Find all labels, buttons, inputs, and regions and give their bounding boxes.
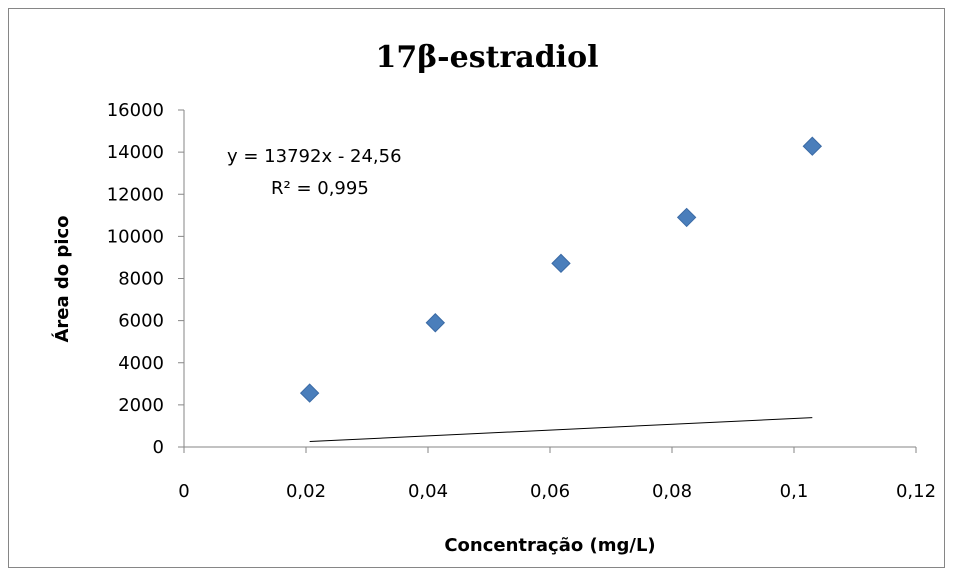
y-tick-label: 2000 (118, 395, 164, 416)
x-axis-title: Concentração (mg/L) (444, 535, 655, 556)
y-axis: 0 2000 4000 6000 8000 10000 12000 14000 16000 (107, 100, 185, 458)
data-point (551, 253, 571, 274)
y-tick-label: 6000 (118, 311, 164, 332)
y-tick-label: 16000 (107, 100, 164, 121)
trendline-equation: y = 13792x - 24,56 (227, 146, 402, 167)
r-squared-label: R² = 0,995 (271, 178, 369, 199)
data-point (802, 136, 823, 156)
y-tick-label: 12000 (107, 184, 164, 205)
x-tick-label: 0,04 (408, 481, 448, 502)
x-tick-label: 0,02 (286, 481, 326, 502)
y-tick-label: 4000 (118, 353, 164, 374)
chart-title: 17β-estradiol (376, 40, 599, 75)
y-tick-label: 8000 (118, 269, 164, 290)
data-point (299, 383, 320, 403)
x-axis: 0 0,02 0,04 0,06 0,08 0,1 0,12 (178, 446, 936, 502)
data-point (676, 207, 697, 228)
y-tick-label: 14000 (107, 142, 164, 163)
x-tick-label: 0 (178, 481, 189, 502)
chart-frame (8, 8, 945, 568)
data-points (299, 136, 823, 403)
y-axis-title: Área do pico (51, 215, 73, 342)
x-tick-label: 0,06 (530, 481, 570, 502)
y-tick-label: 10000 (107, 226, 164, 247)
x-tick-label: 0,08 (652, 481, 692, 502)
trendline (309, 417, 813, 443)
data-point (425, 313, 446, 333)
y-tick-label: 0 (153, 437, 164, 458)
trendline-line (309, 417, 813, 443)
x-tick-label: 0,1 (780, 481, 809, 502)
x-tick-label: 0,12 (896, 481, 936, 502)
